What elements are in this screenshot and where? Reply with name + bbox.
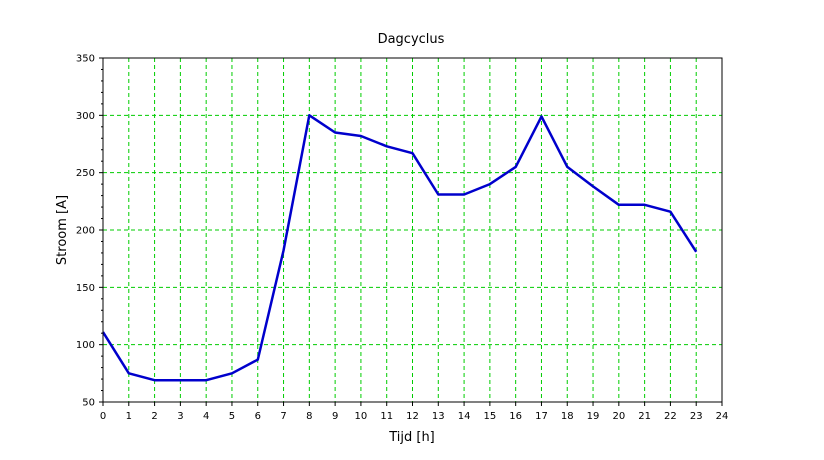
x-axis: 0 1 2 3 4 5 6 7 8 9 10 11 12 13 14 15 16 17 18 19 20 21 22 23 24 [100, 402, 729, 422]
x-tick-label: 10 [355, 411, 368, 422]
x-tick-label: 15 [484, 411, 497, 422]
x-tick-label: 6 [255, 411, 261, 422]
y-axis-title: Stroom [A] [55, 195, 70, 265]
x-tick-label: 0 [100, 411, 106, 422]
x-tick-label: 5 [229, 411, 235, 422]
x-tick-label: 21 [638, 411, 651, 422]
x-tick-label: 22 [664, 411, 677, 422]
x-tick-label: 23 [690, 411, 703, 422]
x-tick-label: 11 [380, 411, 393, 422]
y-tick-label: 350 [76, 54, 95, 65]
x-tick-label: 13 [432, 411, 445, 422]
x-tick-label: 3 [177, 411, 183, 422]
x-tick-label: 19 [587, 411, 600, 422]
x-tick-label: 14 [458, 411, 471, 422]
y-tick-label: 100 [76, 340, 95, 351]
y-tick-label: 250 [76, 168, 95, 179]
x-tick-label: 12 [406, 411, 419, 422]
x-axis-title: Tijd [h] [388, 430, 435, 445]
x-tick-label: 9 [332, 411, 338, 422]
x-tick-label: 8 [306, 411, 312, 422]
series-layer [101, 114, 698, 382]
x-tick-label: 24 [716, 411, 729, 422]
x-tick-label: 2 [151, 411, 157, 422]
y-tick-label: 200 [76, 226, 95, 237]
chart-title: Dagcyclus [378, 32, 445, 47]
y-axis: 50 100 150 200 250 300 350 [76, 54, 103, 409]
x-tick-label: 1 [126, 411, 132, 422]
x-tick-label: 7 [280, 411, 286, 422]
x-tick-label: 16 [509, 411, 522, 422]
x-tick-label: 4 [203, 411, 209, 422]
series-line [101, 114, 698, 382]
y-tick-label: 150 [76, 283, 95, 294]
y-tick-label: 50 [82, 398, 95, 409]
x-tick-label: 18 [561, 411, 574, 422]
x-tick-label: 20 [612, 411, 625, 422]
x-tick-label: 17 [535, 411, 548, 422]
y-tick-label: 300 [76, 111, 95, 122]
